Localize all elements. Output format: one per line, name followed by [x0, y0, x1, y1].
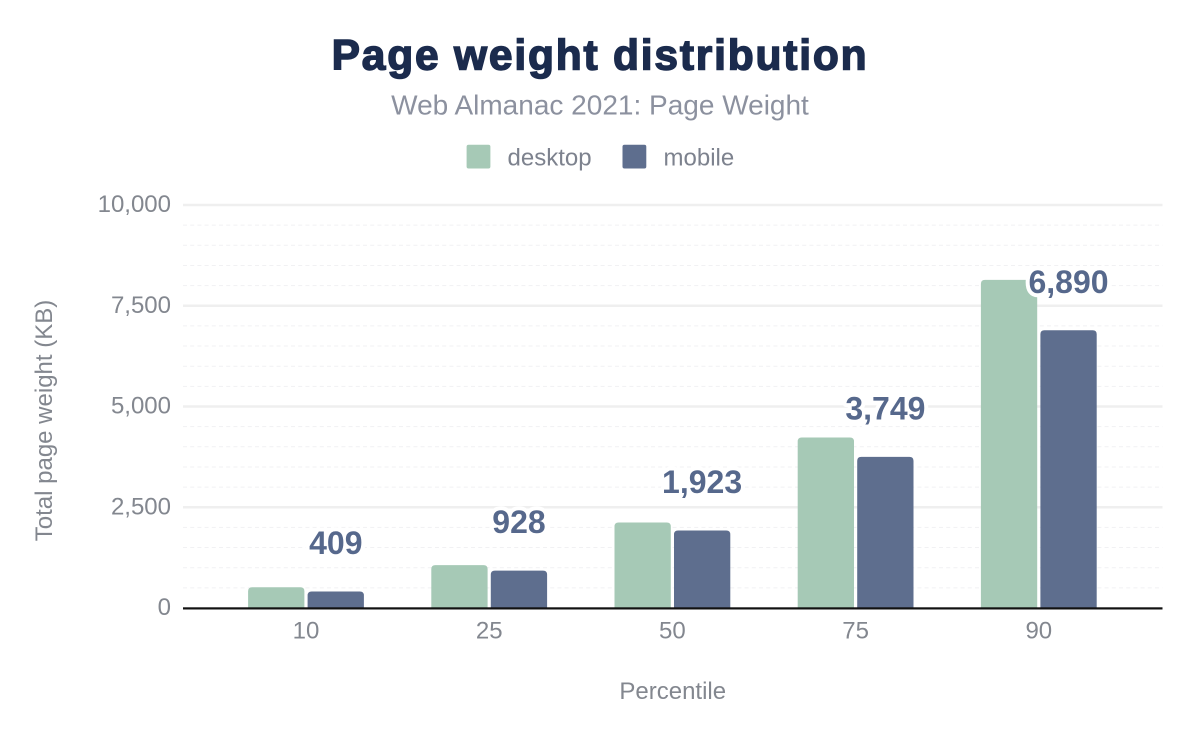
svg-text:10,000: 10,000: [98, 191, 171, 218]
svg-text:7,500: 7,500: [111, 292, 171, 319]
svg-text:1,923: 1,923: [662, 464, 742, 500]
svg-text:Page weight distribution: Page weight distribution: [332, 33, 869, 80]
svg-text:2,500: 2,500: [111, 493, 171, 520]
svg-text:6,890: 6,890: [1028, 264, 1108, 300]
svg-text:3,749: 3,749: [845, 390, 925, 426]
svg-text:Web Almanac 2021: Page Weight: Web Almanac 2021: Page Weight: [391, 89, 809, 120]
svg-text:desktop: desktop: [508, 145, 592, 172]
svg-text:75: 75: [842, 618, 869, 645]
svg-text:928: 928: [492, 504, 545, 540]
svg-text:10: 10: [293, 618, 320, 645]
svg-text:90: 90: [1025, 618, 1052, 645]
svg-text:0: 0: [158, 594, 171, 621]
svg-text:Percentile: Percentile: [619, 678, 726, 705]
svg-text:5,000: 5,000: [111, 393, 171, 420]
svg-text:50: 50: [659, 618, 686, 645]
svg-text:mobile: mobile: [664, 145, 735, 172]
svg-text:Total page weight (KB): Total page weight (KB): [31, 300, 58, 541]
svg-text:409: 409: [309, 525, 362, 561]
svg-text:25: 25: [476, 618, 503, 645]
